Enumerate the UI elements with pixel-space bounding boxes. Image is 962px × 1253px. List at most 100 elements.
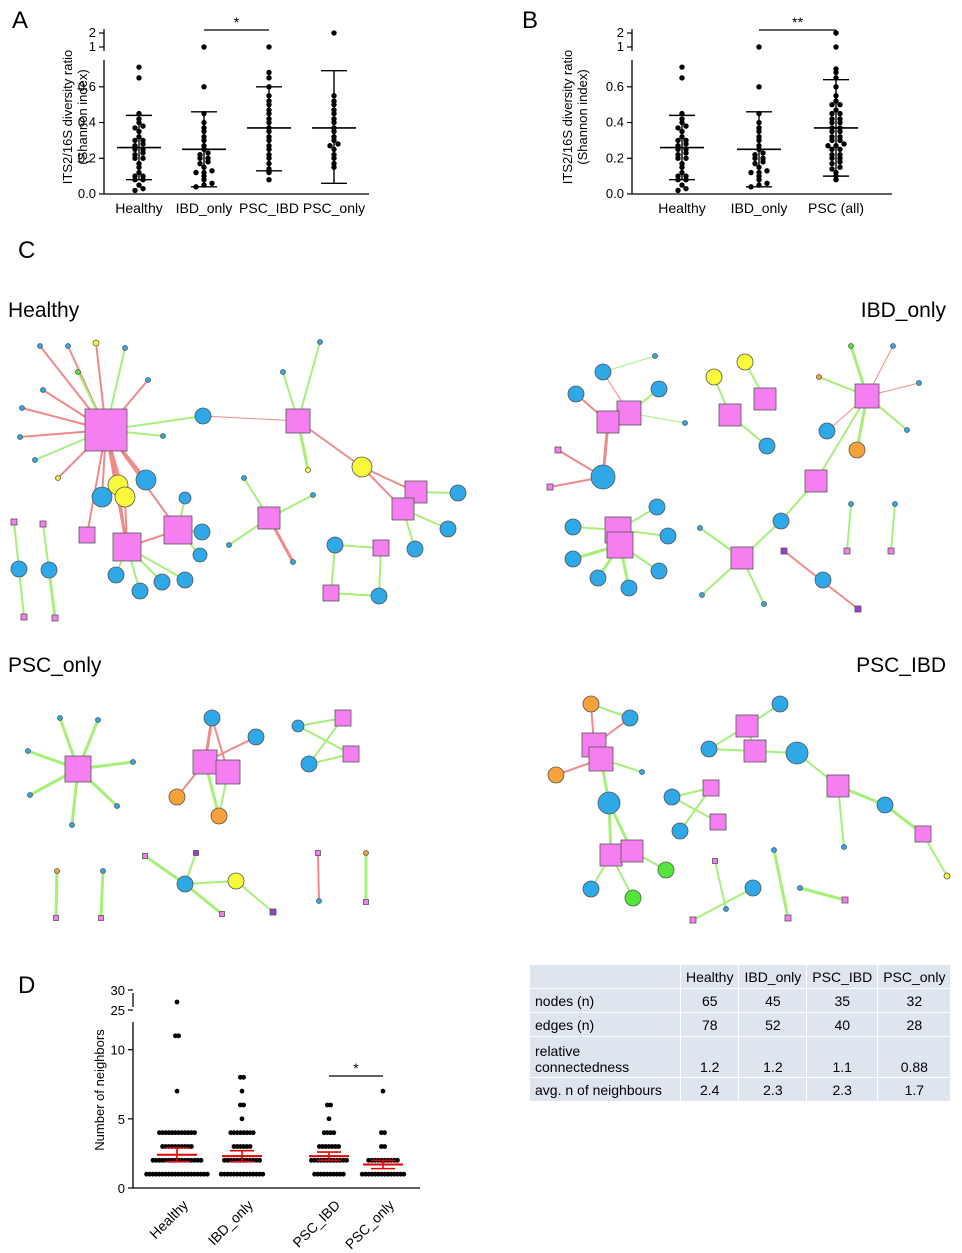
panel-label-d: D [18,972,35,999]
network-node-circle [153,573,171,591]
network-node-circle [69,822,75,828]
network-node-square [702,779,720,797]
network-node-square [78,526,96,544]
network-node-circle [176,875,194,893]
network-node-circle [797,885,803,891]
table-header-cell: PSC_only [877,964,952,989]
network-node-circle [582,695,600,713]
series-PSC_IBD [309,1102,349,1177]
y-tick-label: 0.4 [606,115,624,130]
table-row-label: relative connectedness [529,1036,681,1078]
network-node-circle [657,861,675,879]
data-point [675,137,681,144]
data-point [395,1157,400,1163]
network-node-circle [705,368,723,386]
network-title-ibd-only: IBD_only [861,299,947,322]
data-point [675,187,681,194]
data-point [140,173,146,179]
table-cell: 0.88 [877,1036,952,1078]
table-header-cell: IBD_only [738,964,808,989]
network-node-square [269,908,277,916]
data-point [331,30,337,36]
data-point [205,150,211,156]
data-point [189,1144,194,1149]
network-node-circle [247,728,265,746]
network-node-circle [904,427,910,433]
data-point [205,1171,210,1177]
data-point [756,44,762,50]
data-point [241,1074,247,1080]
network-node-circle [818,422,836,440]
x-tick-label: PSC_only [303,200,365,216]
network-node-circle [280,369,286,375]
network-node-circle [131,582,149,600]
y-tick-label: 0.0 [78,186,96,201]
data-point [328,1102,333,1108]
x-tick-label: IBD_only [176,200,233,216]
network-node-circle [27,792,33,798]
table-cell: 1.1 [806,1036,879,1078]
network-edge [317,852,320,902]
network-node-circle [567,385,585,403]
table-cell: 2.3 [738,1077,808,1102]
network-node-circle [650,380,668,398]
network-node-square [404,480,428,504]
data-point [675,125,681,131]
data-point [205,155,211,161]
data-point [829,116,835,122]
network-node-circle [176,571,194,589]
network-node-circle [75,369,81,375]
network-node-square [753,387,777,411]
data-point [683,185,689,192]
network-node-circle [892,501,898,507]
network-node-square [51,614,59,622]
network-node-square [98,915,104,921]
network-node-circle [848,501,854,507]
data-point [683,137,689,144]
y-tick-label: 30 [111,983,125,998]
data-point [132,137,138,144]
y-tick-label: 1 [617,39,624,54]
data-point [336,1144,341,1149]
data-point [829,166,835,172]
network-node-circle [290,559,296,565]
network-node-square [20,613,28,621]
x-tick-label: Healthy [146,1197,191,1242]
network-node-circle [663,788,681,806]
network-node-circle [772,512,790,530]
data-point [176,1033,182,1039]
network-node-circle [697,525,703,531]
network-edge [890,503,896,552]
data-point [239,1116,245,1122]
data-point [829,146,835,153]
network-node-circle [785,741,809,765]
network-node-square [391,497,415,521]
network-node-circle [564,550,582,568]
data-point [198,1157,204,1163]
network-node-square [841,896,849,904]
data-point [764,180,770,186]
network-node-square [735,714,759,738]
network-edge [297,725,352,755]
data-point [683,123,689,129]
network-node-circle [160,433,166,439]
network-node-circle [57,715,63,721]
table-cell: 2.4 [679,1077,740,1102]
network-edge [297,341,321,422]
data-point [679,75,685,81]
data-point [679,64,685,70]
series-Healthy [660,64,704,194]
series-PSC_only [312,30,356,184]
series-PSC_only [359,1088,407,1177]
y-tick-label: 1 [89,39,96,54]
data-point [174,999,180,1005]
network [10,339,467,622]
network-node-circle [439,520,457,538]
data-point [266,69,272,76]
data-point [266,44,272,50]
network-node-circle [597,791,621,815]
data-point [250,1130,256,1136]
network-node-circle [650,562,668,580]
network-node-circle [32,457,38,463]
